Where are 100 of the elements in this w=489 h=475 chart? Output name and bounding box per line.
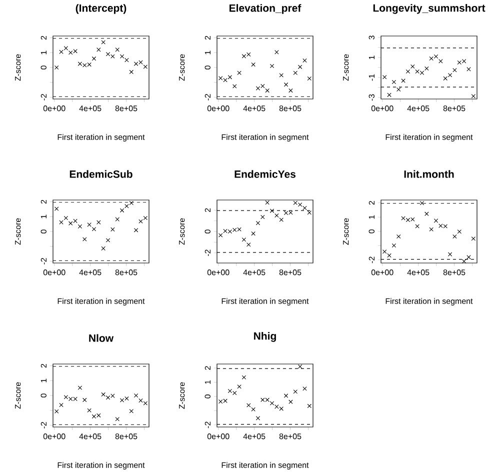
x-axis-title: First iteration in segment: [222, 462, 309, 470]
point: [59, 402, 64, 408]
x-axis-title: First iteration in segment: [222, 134, 309, 142]
x-tick-label: 4e+05: [407, 270, 430, 276]
y-tick-label: 0: [40, 230, 46, 234]
y-tick-label: 2: [368, 201, 374, 205]
y-axis-title: Z-score: [15, 382, 21, 409]
y-axis-title: Z-score: [179, 54, 185, 81]
x-tick-label: 8e+05: [279, 106, 302, 112]
y-tick-label: 1: [40, 378, 46, 382]
point: [448, 252, 452, 256]
chart-title: Nhig: [254, 332, 276, 342]
point: [115, 217, 120, 222]
point: [415, 224, 420, 228]
x-tick-label: 4e+05: [243, 106, 266, 112]
x-axis-title: First iteration in segment: [58, 298, 145, 306]
chart-title: Longevity_summshort: [373, 4, 486, 14]
point: [96, 220, 101, 224]
point: [237, 70, 242, 75]
y-tick-label: 2: [204, 208, 210, 212]
x-tick-label: 0e+00: [43, 270, 66, 276]
y-tick-label: 0: [40, 66, 46, 70]
point: [265, 200, 270, 205]
point: [59, 220, 64, 224]
point: [92, 227, 96, 232]
point: [401, 78, 406, 83]
y-tick-label: 0: [204, 230, 210, 234]
point: [246, 242, 251, 247]
point: [120, 54, 124, 58]
point: [471, 236, 476, 241]
y-tick-label: -2: [204, 94, 210, 100]
point: [138, 398, 143, 403]
y-tick-label: 0: [368, 229, 374, 234]
point: [242, 375, 246, 380]
y-tick-label: 1: [204, 50, 210, 54]
chart-title: EndemicYes: [234, 170, 296, 178]
point: [274, 50, 279, 54]
y-tick-label: -2: [40, 258, 46, 264]
chart-title: (Intercept): [76, 4, 126, 14]
point: [410, 64, 415, 69]
point: [87, 222, 92, 227]
point: [129, 408, 134, 414]
chart-title: EndemicSub: [70, 170, 132, 178]
point: [293, 389, 298, 394]
point: [307, 404, 312, 408]
y-tick-label: -2: [40, 422, 46, 428]
y-tick-label: -2: [204, 250, 210, 256]
point: [302, 386, 307, 391]
point: [73, 218, 78, 224]
x-tick-label: 8e+05: [443, 106, 466, 112]
point: [218, 233, 223, 238]
x-tick-label: 0e+00: [371, 270, 394, 276]
x-axis-title: First iteration in segment: [58, 134, 145, 142]
y-tick-label: -3: [368, 94, 374, 101]
point: [138, 219, 143, 224]
point: [87, 408, 92, 412]
point: [302, 58, 307, 63]
x-tick-label: 4e+05: [243, 434, 266, 440]
y-tick-label: 1: [368, 56, 374, 60]
x-axis-title: First iteration in segment: [58, 462, 145, 470]
point: [59, 50, 64, 54]
y-tick-label: 2: [204, 36, 210, 40]
point: [78, 386, 82, 390]
point: [298, 64, 302, 70]
point: [256, 416, 260, 420]
point: [284, 82, 288, 87]
y-axis-title: Z-score: [15, 218, 21, 245]
point: [265, 88, 270, 93]
x-tick-label: 4e+05: [79, 434, 102, 440]
point: [251, 62, 256, 67]
point: [466, 255, 471, 260]
point: [251, 407, 256, 412]
point: [134, 393, 138, 398]
y-tick-label: -2: [204, 422, 210, 428]
x-tick-label: 0e+00: [43, 434, 66, 440]
y-axis-title: Z-score: [179, 218, 185, 245]
point: [101, 392, 106, 397]
point: [452, 68, 457, 72]
point: [242, 238, 246, 242]
point: [471, 94, 476, 98]
point: [396, 234, 401, 239]
x-axis-title: First iteration in segment: [386, 298, 473, 306]
point: [115, 417, 120, 422]
point: [424, 66, 429, 71]
point: [443, 76, 448, 81]
point: [382, 74, 387, 80]
chart-title: Elevation_pref: [230, 4, 302, 14]
point: [284, 394, 288, 398]
point: [462, 259, 466, 264]
point: [260, 214, 265, 220]
point: [448, 72, 452, 78]
point: [228, 75, 232, 80]
y-tick-label: -2: [368, 256, 374, 264]
point: [96, 48, 101, 52]
point: [143, 216, 148, 220]
point: [270, 401, 274, 406]
point: [246, 403, 251, 408]
y-tick-label: -2: [40, 94, 46, 100]
point: [270, 208, 274, 213]
y-axis-title: Z-score: [343, 218, 349, 245]
